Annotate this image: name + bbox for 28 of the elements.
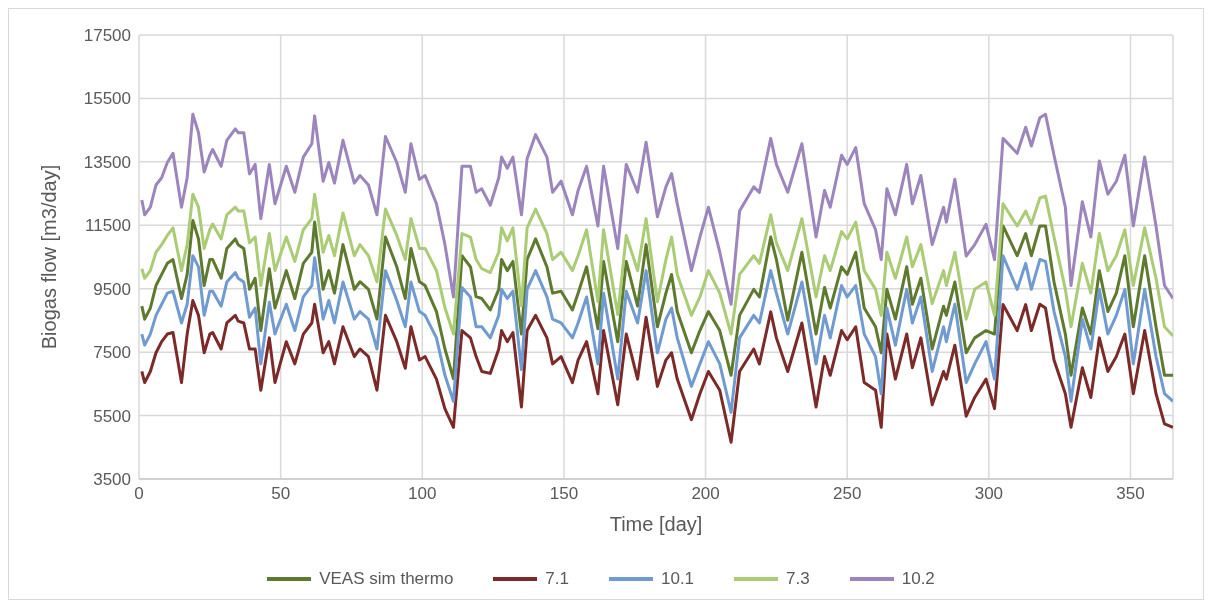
x-tick-label: 50 <box>271 484 291 504</box>
line-series <box>140 192 1173 338</box>
legend-label: 7.3 <box>786 569 810 589</box>
x-tick-label: 0 <box>134 484 144 504</box>
x-tick-label: 300 <box>974 484 1004 504</box>
line-series <box>140 219 1173 381</box>
y-tick-label: 17500 <box>83 26 131 46</box>
x-tick-label: 350 <box>1116 484 1145 504</box>
y-tick-label: 11500 <box>84 216 131 236</box>
legend-label: 10.2 <box>901 569 935 589</box>
x-tick-label: 250 <box>833 484 862 504</box>
line-series <box>140 298 1173 444</box>
legend-label: 10.1 <box>660 569 695 589</box>
x-axis-title: Time [day] <box>609 513 703 535</box>
y-tick-label: 9500 <box>93 279 131 299</box>
line-series <box>140 112 1173 306</box>
y-tick-label: 3500 <box>93 470 131 490</box>
x-tick-label: 150 <box>549 484 579 504</box>
y-axis-title: Biogas flow [m3/day] <box>38 164 61 350</box>
line-series <box>140 254 1173 414</box>
y-tick-label: 13500 <box>83 152 131 172</box>
x-tick-label: 200 <box>691 484 720 504</box>
y-tick-label: 15500 <box>83 89 131 109</box>
legend-label: VEAS sim thermo <box>319 569 454 589</box>
legend-label: 7.1 <box>545 569 569 589</box>
y-tick-label: 5500 <box>93 406 131 426</box>
y-tick-label: 7500 <box>93 343 131 363</box>
x-tick-label: 100 <box>408 484 437 504</box>
